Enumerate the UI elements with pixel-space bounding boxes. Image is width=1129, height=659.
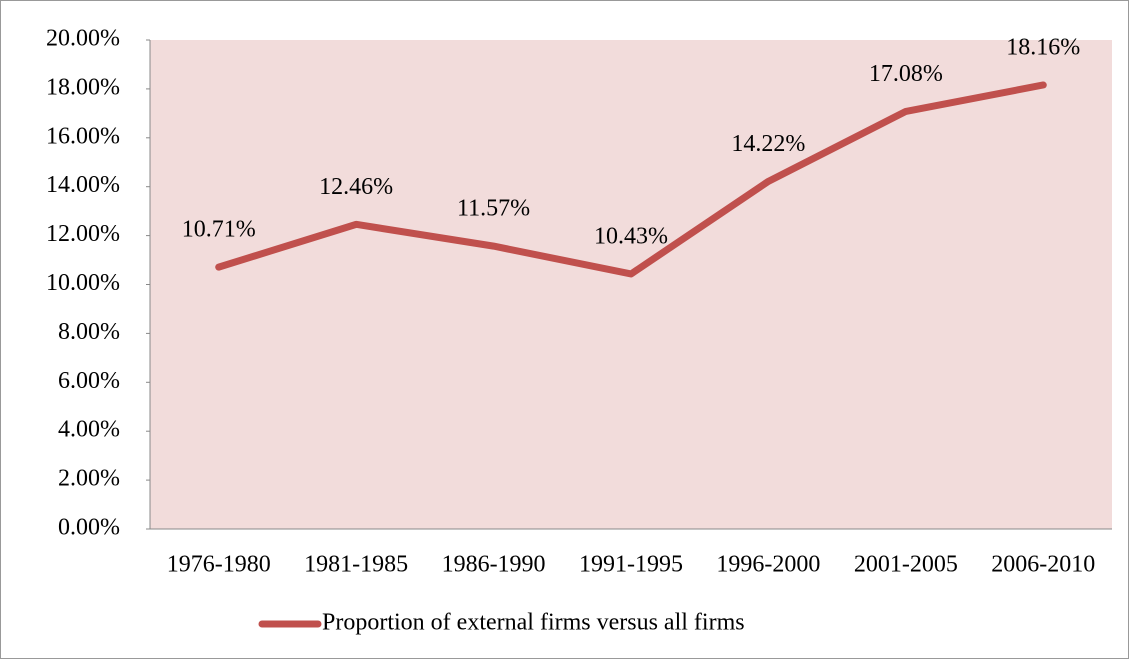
data-label: 18.16% [1006,34,1080,60]
x-tick-label: 1996-2000 [716,552,820,578]
y-tick-label: 2.00% [58,466,120,492]
x-tick-label: 1981-1985 [304,552,408,578]
data-line [215,81,1047,278]
legend-label: Proportion of external firms versus all … [322,610,745,636]
data-label: 14.22% [731,131,805,157]
x-tick-label: 2006-2010 [991,552,1095,578]
plot-area [150,40,1112,529]
data-label: 10.71% [182,217,256,243]
x-tick-label: 2001-2005 [854,552,958,578]
x-tick-label: 1991-1995 [579,552,683,578]
y-tick-label: 18.00% [46,74,120,100]
y-tick-label: 16.00% [46,123,120,149]
y-tick-label: 14.00% [46,172,120,198]
data-label: 11.57% [457,196,530,222]
y-tick-label: 4.00% [58,417,120,443]
y-tick-label: 0.00% [58,515,120,541]
x-tick-label: 1986-1990 [442,552,546,578]
y-tick-label: 20.00% [46,26,120,52]
y-tick-label: 10.00% [46,270,120,296]
y-tick-label: 12.00% [46,221,120,247]
y-tick-label: 8.00% [58,319,120,345]
data-label: 17.08% [869,61,943,87]
x-tick-label: 1976-1980 [167,552,271,578]
y-tick-label: 6.00% [58,368,120,394]
data-label: 10.43% [594,223,668,249]
data-label: 12.46% [319,174,393,200]
